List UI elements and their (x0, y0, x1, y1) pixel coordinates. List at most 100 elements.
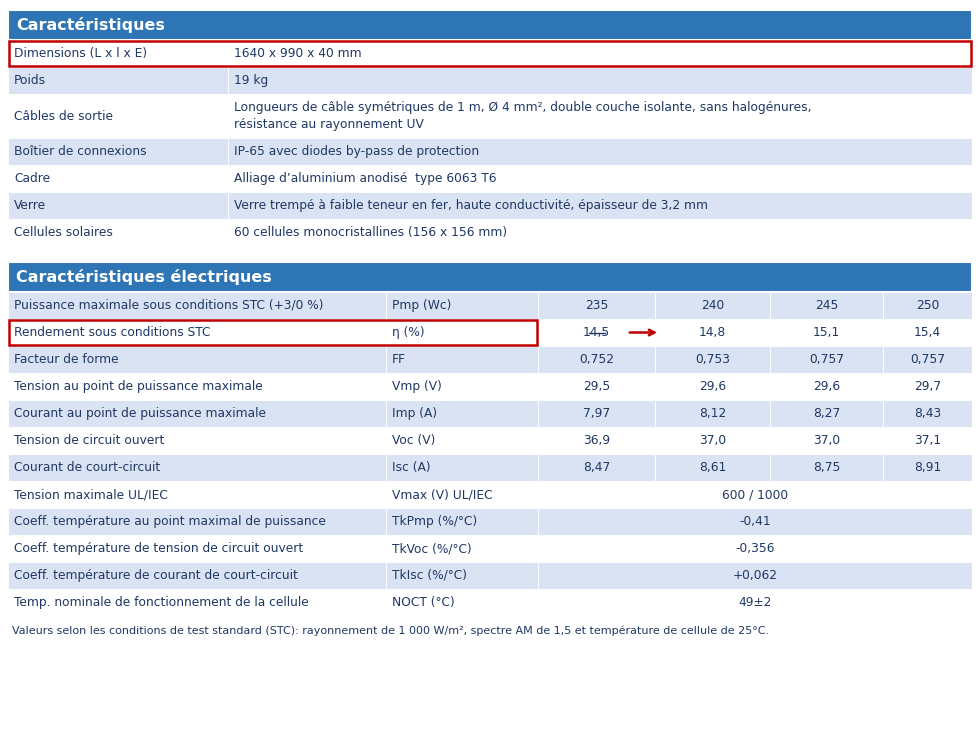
Bar (8, 219, 228, 246)
Text: 29,5: 29,5 (583, 380, 611, 393)
Bar (8, 165, 228, 192)
Bar (8, 373, 386, 400)
Text: Verre trempé à faible teneur en fer, haute conductivité, épaisseur de 3,2 mm: Verre trempé à faible teneur en fer, hau… (234, 199, 708, 212)
Text: Poids: Poids (14, 74, 46, 87)
Bar (386, 535, 538, 562)
Bar (8, 292, 386, 319)
Text: 15,4: 15,4 (914, 326, 941, 339)
Bar (538, 427, 655, 454)
Text: Coeff. température au point maximal de puissance: Coeff. température au point maximal de p… (14, 515, 326, 528)
Text: 14,8: 14,8 (699, 326, 726, 339)
Bar (228, 165, 972, 192)
Bar (386, 562, 538, 589)
Bar (386, 454, 538, 481)
Text: 0,752: 0,752 (579, 353, 614, 366)
Bar (538, 373, 655, 400)
Text: 15,1: 15,1 (812, 326, 840, 339)
Bar (538, 508, 972, 535)
Text: TkVoc (%/°C): TkVoc (%/°C) (392, 542, 471, 555)
Text: Tension de circuit ouvert: Tension de circuit ouvert (14, 434, 165, 447)
Bar (9, 320, 537, 345)
Bar (883, 373, 972, 400)
Bar (770, 427, 883, 454)
Text: TkIsc (%/°C): TkIsc (%/°C) (392, 569, 467, 582)
Bar (538, 454, 655, 481)
Bar (386, 481, 538, 508)
Bar (8, 67, 228, 94)
Text: Temp. nominale de fonctionnement de la cellule: Temp. nominale de fonctionnement de la c… (14, 596, 309, 609)
Text: 8,91: 8,91 (914, 461, 941, 474)
Bar (386, 373, 538, 400)
Text: Pmp (Wc): Pmp (Wc) (392, 299, 452, 312)
Bar (770, 292, 883, 319)
Bar (770, 373, 883, 400)
Text: Cellules solaires: Cellules solaires (14, 226, 113, 239)
Bar (538, 562, 972, 589)
Bar (8, 400, 386, 427)
Bar (538, 535, 972, 562)
Text: 8,12: 8,12 (699, 407, 726, 420)
Text: Coeff. température de courant de court-circuit: Coeff. température de courant de court-c… (14, 569, 298, 582)
Text: Boîtier de connexions: Boîtier de connexions (14, 145, 147, 158)
Bar (655, 292, 770, 319)
Bar (386, 400, 538, 427)
Text: Vmp (V): Vmp (V) (392, 380, 442, 393)
Bar (538, 400, 655, 427)
Text: Facteur de forme: Facteur de forme (14, 353, 119, 366)
Bar (883, 292, 972, 319)
Text: Verre: Verre (14, 199, 46, 212)
Text: 60 cellules monocristallines (156 x 156 mm): 60 cellules monocristallines (156 x 156 … (234, 226, 507, 239)
Bar (8, 262, 972, 292)
Text: 8,75: 8,75 (812, 461, 840, 474)
Bar (770, 319, 883, 346)
Text: Courant au point de puissance maximale: Courant au point de puissance maximale (14, 407, 266, 420)
Text: 7,97: 7,97 (583, 407, 611, 420)
Text: 0,753: 0,753 (695, 353, 730, 366)
Bar (538, 292, 655, 319)
Bar (655, 319, 770, 346)
Bar (655, 373, 770, 400)
Bar (883, 400, 972, 427)
Text: 37,0: 37,0 (699, 434, 726, 447)
Text: 600 / 1000: 600 / 1000 (722, 488, 788, 501)
Text: 29,6: 29,6 (699, 380, 726, 393)
Bar (8, 562, 386, 589)
Text: +0,062: +0,062 (732, 569, 777, 582)
Bar (8, 589, 386, 616)
Bar (8, 319, 386, 346)
Text: Isc (A): Isc (A) (392, 461, 430, 474)
Text: 1640 x 990 x 40 mm: 1640 x 990 x 40 mm (234, 47, 362, 60)
Text: Tension au point de puissance maximale: Tension au point de puissance maximale (14, 380, 263, 393)
Bar (770, 346, 883, 373)
Bar (883, 346, 972, 373)
Bar (883, 454, 972, 481)
Text: Caractéristiques électriques: Caractéristiques électriques (16, 269, 271, 285)
Bar (655, 400, 770, 427)
Text: 49±2: 49±2 (738, 596, 771, 609)
Text: Voc (V): Voc (V) (392, 434, 435, 447)
Text: 19 kg: 19 kg (234, 74, 269, 87)
Text: 29,6: 29,6 (813, 380, 840, 393)
Bar (770, 400, 883, 427)
Text: Courant de court-circuit: Courant de court-circuit (14, 461, 161, 474)
Text: Cadre: Cadre (14, 172, 50, 185)
Text: Vmax (V) UL/IEC: Vmax (V) UL/IEC (392, 488, 493, 501)
Text: résistance au rayonnement UV: résistance au rayonnement UV (234, 118, 424, 131)
Bar (8, 94, 228, 138)
Text: 250: 250 (916, 299, 939, 312)
Text: 14,5: 14,5 (583, 326, 611, 339)
Bar (228, 138, 972, 165)
Text: 37,0: 37,0 (813, 434, 840, 447)
Bar (386, 589, 538, 616)
Bar (228, 192, 972, 219)
Text: 8,27: 8,27 (812, 407, 840, 420)
Text: 0,757: 0,757 (809, 353, 844, 366)
Bar (386, 508, 538, 535)
Text: NOCT (°C): NOCT (°C) (392, 596, 455, 609)
Bar (386, 319, 538, 346)
Bar (538, 346, 655, 373)
Bar (8, 454, 386, 481)
Bar (8, 508, 386, 535)
Text: 37,1: 37,1 (914, 434, 941, 447)
Bar (8, 427, 386, 454)
